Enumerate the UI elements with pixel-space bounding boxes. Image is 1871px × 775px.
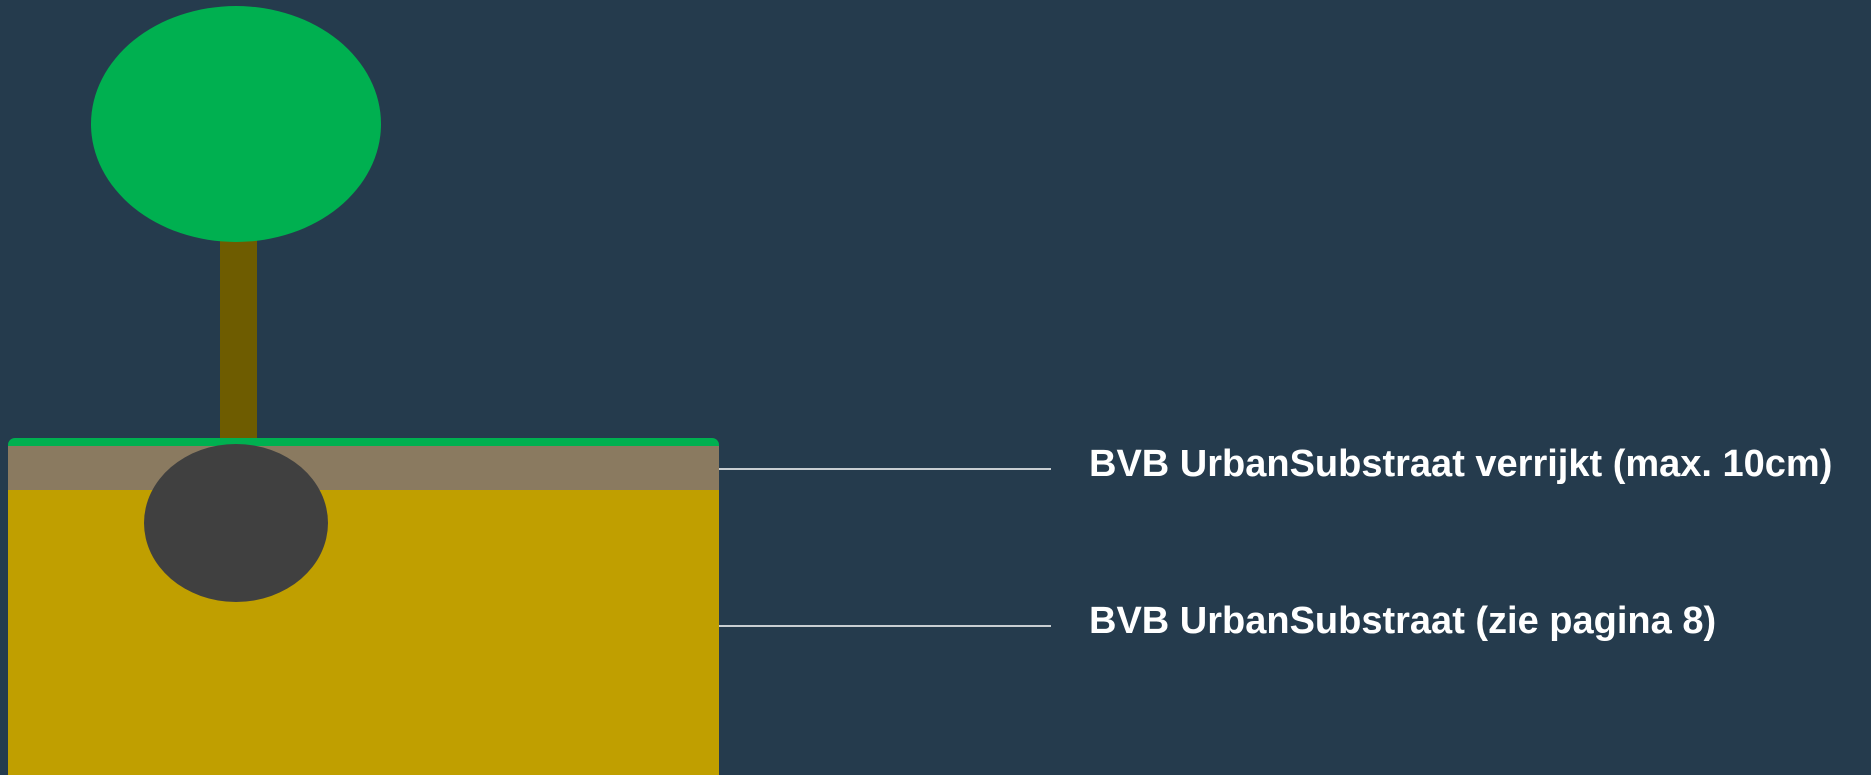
enriched-substrate-layer	[8, 446, 719, 491]
root-ball	[144, 444, 328, 602]
substrate-layer	[8, 490, 719, 775]
tree-canopy	[91, 6, 381, 242]
diagram: BVB UrbanSubstraat verrijkt (max. 10cm) …	[0, 0, 1871, 775]
layer-label: BVB UrbanSubstraat (zie pagina 8)	[1089, 600, 1716, 642]
layer-label: BVB UrbanSubstraat verrijkt (max. 10cm)	[1089, 443, 1832, 485]
page: BVB UrbanSubstraat verrijkt (max. 10cm) …	[0, 0, 1871, 775]
tree-trunk	[220, 230, 257, 450]
